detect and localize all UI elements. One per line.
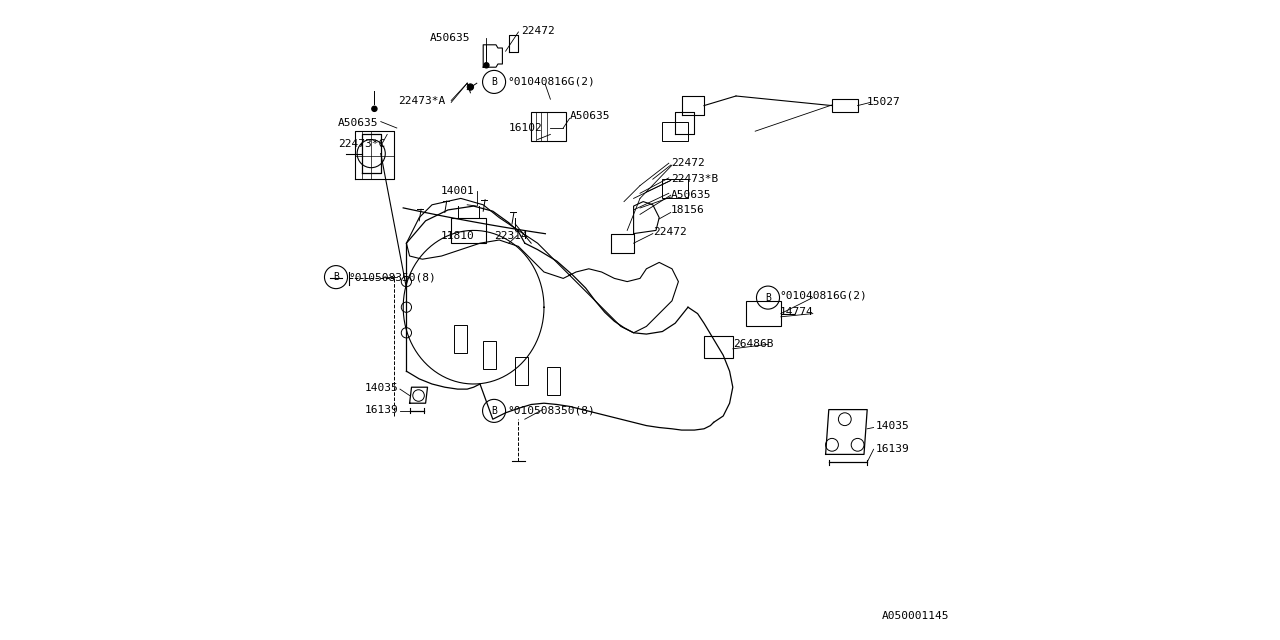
Text: A050001145: A050001145 <box>882 611 950 621</box>
Text: 14001: 14001 <box>440 186 474 196</box>
Bar <box>704 336 733 358</box>
Text: 22473*C: 22473*C <box>338 139 385 149</box>
Text: 16139: 16139 <box>876 444 909 454</box>
Text: 22472: 22472 <box>521 26 554 36</box>
Bar <box>832 99 858 112</box>
Text: 14035: 14035 <box>365 383 398 394</box>
Text: °01040816G(2): °01040816G(2) <box>780 291 868 301</box>
Text: A50635: A50635 <box>338 118 379 128</box>
Bar <box>663 179 689 198</box>
Bar <box>516 357 529 385</box>
Text: 15027: 15027 <box>868 97 901 108</box>
Text: °010508350(8): °010508350(8) <box>348 272 436 282</box>
Text: 22473*A: 22473*A <box>398 96 445 106</box>
Text: 26486B: 26486B <box>732 339 773 349</box>
Bar <box>484 341 497 369</box>
Text: A50635: A50635 <box>430 33 471 44</box>
Text: °01040816G(2): °01040816G(2) <box>507 77 595 87</box>
Text: 16102: 16102 <box>508 123 543 133</box>
Text: 16139: 16139 <box>365 404 398 415</box>
Bar <box>452 218 486 243</box>
Text: 11810: 11810 <box>440 230 474 241</box>
Text: B: B <box>765 292 771 303</box>
Circle shape <box>467 84 474 90</box>
Text: 22314: 22314 <box>494 230 527 241</box>
Text: A50635: A50635 <box>570 111 611 122</box>
Bar <box>548 367 561 395</box>
Bar <box>663 122 689 141</box>
Text: 18156: 18156 <box>671 205 704 215</box>
Bar <box>454 325 467 353</box>
Text: B: B <box>492 406 497 416</box>
Circle shape <box>371 106 378 111</box>
Text: °010508350(8): °010508350(8) <box>507 406 595 416</box>
Bar <box>531 112 567 141</box>
Text: B: B <box>333 272 339 282</box>
Text: 14035: 14035 <box>876 420 909 431</box>
Text: 22472: 22472 <box>671 158 704 168</box>
Text: 22473*B: 22473*B <box>671 174 718 184</box>
Bar <box>745 301 781 326</box>
Text: A50635: A50635 <box>671 190 712 200</box>
Circle shape <box>484 63 489 68</box>
Text: 14774: 14774 <box>780 307 813 317</box>
Text: 22472: 22472 <box>653 227 686 237</box>
Text: B: B <box>492 77 497 87</box>
